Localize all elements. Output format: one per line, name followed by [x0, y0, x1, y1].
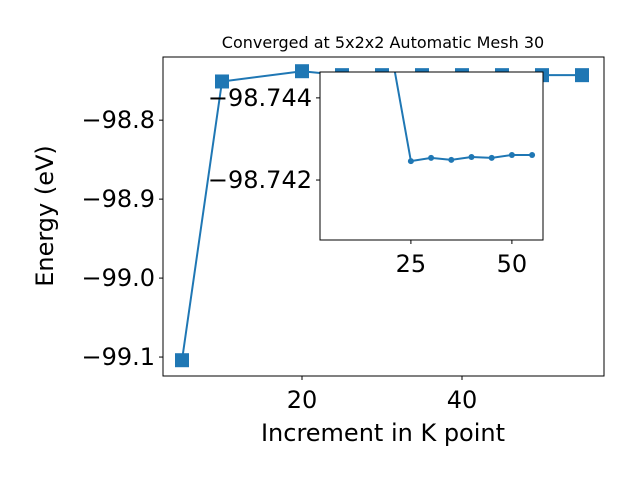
- data-point: [428, 154, 435, 161]
- data-point: [407, 158, 414, 165]
- y-axis-label: Energy (eV): [31, 145, 59, 287]
- y-tick-label: −98.8: [81, 106, 155, 134]
- x-tick-label: 25: [396, 250, 427, 278]
- axes-frame: [162, 56, 605, 377]
- x-tick-label: 20: [287, 386, 318, 414]
- x-axis-label: Increment in K point: [261, 419, 505, 447]
- y-tick-label: −98.742: [208, 166, 312, 194]
- chart-title: Converged at 5x2x2 Automatic Mesh 30: [222, 33, 544, 52]
- data-point: [575, 68, 589, 83]
- data-point: [295, 64, 309, 79]
- data-point: [175, 353, 189, 368]
- y-tick-label: −98.9: [81, 185, 155, 213]
- y-tick-label: −98.744: [208, 84, 312, 112]
- data-point: [215, 74, 229, 89]
- x-tick-label: 50: [497, 250, 528, 278]
- data-point: [488, 154, 495, 161]
- x-tick-label: 40: [447, 386, 478, 414]
- y-tick-label: −99.1: [81, 343, 155, 371]
- data-point: [508, 151, 515, 158]
- axes-frame: [319, 71, 544, 241]
- data-point: [448, 156, 455, 163]
- data-point: [529, 151, 536, 158]
- plot: [393, 72, 536, 165]
- data-point: [468, 154, 475, 161]
- inset-axes: 25 50 −98.744 −98.742: [208, 71, 544, 278]
- y-tick-label: −99.0: [81, 264, 155, 292]
- data-line: [393, 72, 533, 163]
